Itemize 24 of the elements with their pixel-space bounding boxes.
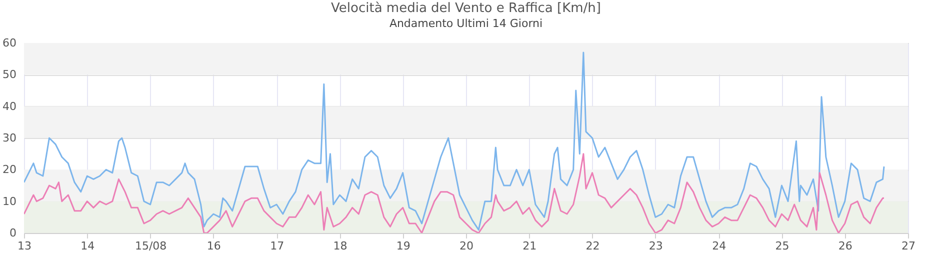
x-tick-label: 22	[586, 240, 600, 252]
y-tick-label: 10	[2, 194, 16, 208]
x-tick-label: 27	[902, 240, 916, 252]
x-tick-label: 23	[648, 240, 663, 252]
y-tick-label: 0	[10, 226, 16, 240]
x-tick-label: 24	[712, 240, 726, 252]
x-tick-label: 20	[460, 240, 474, 252]
x-tick-label: 19	[396, 240, 410, 252]
chart-title: Velocità media del Vento e Raffica [Km/h]	[331, 1, 601, 16]
x-tick-label: 26	[838, 240, 852, 252]
y-tick-label: 40	[2, 100, 16, 113]
y-tick-label: 60	[2, 36, 16, 50]
x-tick-label: 17	[270, 240, 284, 252]
y-tick-label: 50	[2, 68, 16, 82]
x-tick-label: 21	[522, 240, 537, 252]
chart-subtitle: Andamento Ultimi 14 Giorni	[389, 17, 543, 30]
x-tick-label: 25	[775, 240, 790, 252]
y-tick-label: 30	[2, 132, 16, 144]
x-tick-label: 14	[80, 240, 95, 252]
y-tick-label: 20	[2, 163, 16, 176]
x-tick-label: 13	[18, 240, 32, 252]
x-tick-label: 16	[206, 240, 221, 252]
x-tick-label: 15/08	[134, 240, 167, 252]
x-tick-label: 18	[333, 240, 348, 252]
